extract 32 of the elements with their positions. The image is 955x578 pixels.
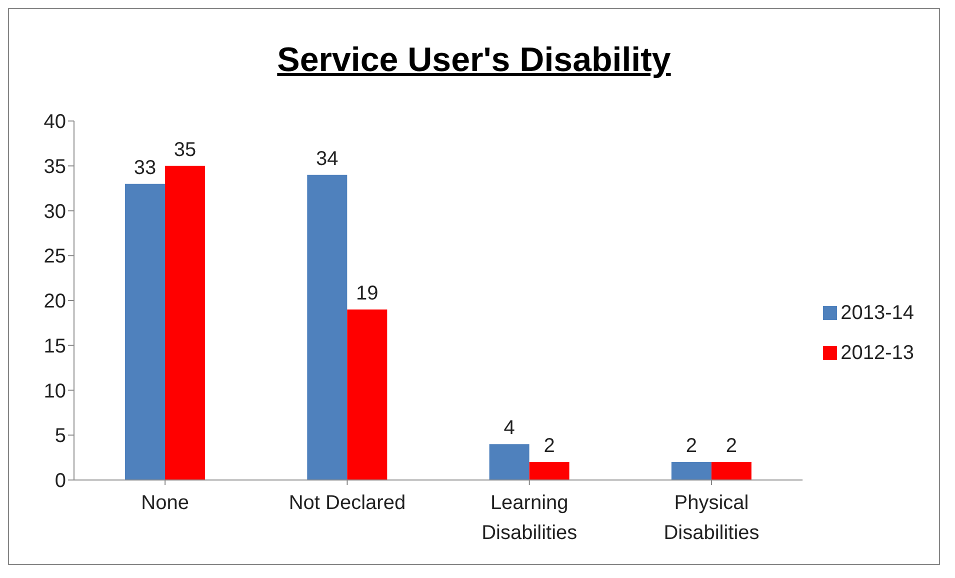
data-label: 33 — [134, 156, 156, 179]
data-label: 2 — [726, 435, 738, 458]
y-tick-label: 10 — [44, 380, 66, 402]
x-tick-label: Learning Disabilities — [482, 492, 578, 544]
legend-label: 2012-13 — [840, 342, 914, 364]
y-tick-label: 20 — [44, 290, 66, 313]
x-tick-label: Physical Disabilities — [664, 492, 760, 544]
data-label: 4 — [504, 417, 515, 440]
y-tick-label: 0 — [54, 470, 66, 492]
y-tick-label: 30 — [44, 200, 66, 223]
y-tick-label: 25 — [44, 246, 66, 268]
bar — [125, 184, 165, 480]
data-label: 2 — [686, 435, 698, 458]
x-tick-label: None — [141, 492, 189, 514]
legend-label: 2013-14 — [840, 302, 914, 324]
bar — [671, 462, 712, 480]
y-tick-label: 5 — [54, 425, 66, 448]
bar — [165, 166, 205, 480]
chart-title: Service User's Disability — [276, 41, 672, 80]
bar — [711, 462, 752, 480]
data-label: 2 — [544, 435, 555, 458]
data-label: 34 — [316, 148, 338, 170]
y-tick-label: 35 — [44, 156, 66, 178]
x-tick-label: Not Declared — [288, 492, 406, 514]
bar — [489, 444, 530, 480]
y-tick-label: 40 — [44, 111, 66, 134]
bar — [347, 309, 388, 480]
y-tick-label: 15 — [44, 335, 66, 358]
bar — [307, 174, 348, 480]
bar — [529, 462, 570, 480]
data-label: 19 — [356, 282, 378, 304]
data-label: 35 — [174, 138, 196, 161]
